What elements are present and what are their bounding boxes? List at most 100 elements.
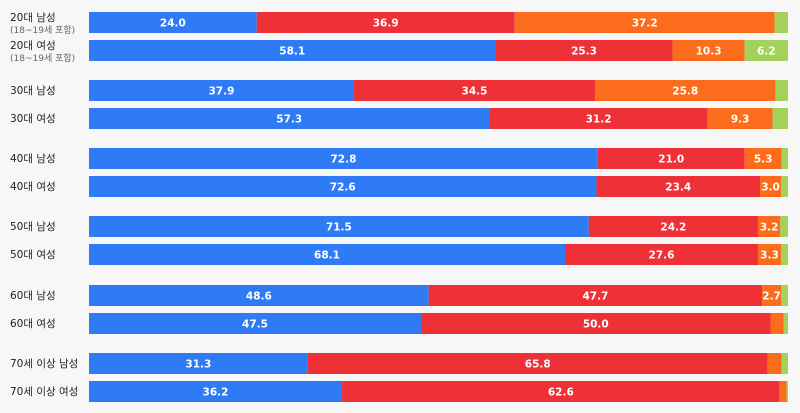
blue-segment	[89, 108, 490, 129]
value-label: 25.8	[672, 86, 698, 98]
value-label: 21.0	[658, 154, 684, 166]
blue-segment	[89, 176, 597, 197]
green-segment	[774, 12, 788, 33]
value-label: 37.9	[208, 86, 234, 98]
red-segment	[353, 80, 596, 101]
row-label: 20대 남성	[10, 12, 56, 24]
red-segment	[489, 108, 708, 129]
row-label: 70세 이상 남성	[10, 358, 78, 370]
green-segment	[744, 40, 788, 61]
green-segment	[781, 353, 788, 374]
row-label: 20대 여성	[10, 40, 56, 52]
value-label: 24.2	[660, 222, 686, 234]
red-segment	[256, 12, 515, 33]
blue-segment	[89, 313, 422, 334]
value-label: 31.3	[185, 359, 211, 371]
green-segment	[775, 80, 788, 101]
red-segment	[421, 313, 771, 334]
bar-row: 60대 남성 48.6 47.7 2.7	[10, 285, 788, 306]
red-segment	[495, 40, 673, 61]
row-sublabel: (18~19세 포함)	[10, 53, 75, 64]
row-label: 30대 여성	[10, 113, 56, 125]
orange-segment	[744, 148, 782, 169]
value-label: 3.0	[761, 182, 780, 194]
row-label: 60대 여성	[10, 318, 56, 330]
value-label: 50.0	[583, 319, 609, 331]
bar-row: 50대 여성 68.1 27.6 3.3	[10, 244, 788, 265]
orange-segment	[767, 353, 782, 374]
bar-row: 30대 남성 37.9 34.5 25.8	[10, 80, 788, 101]
row-label: 50대 남성	[10, 221, 56, 233]
bar-row: 20대 남성(18~19세 포함) 24.0 36.9 37.2	[10, 12, 788, 36]
bar-row: 30대 여성 57.3 31.2 9.3	[10, 108, 788, 129]
value-label: 24.0	[160, 18, 186, 30]
value-label: 23.4	[665, 182, 691, 194]
blue-segment	[89, 148, 598, 169]
value-label: 68.1	[314, 250, 340, 262]
orange-segment	[595, 80, 776, 101]
green-segment	[786, 381, 788, 402]
orange-segment	[757, 216, 781, 237]
row-label: 60대 남성	[10, 290, 56, 302]
row-label: 30대 남성	[10, 85, 56, 97]
value-label: 62.6	[548, 387, 574, 399]
red-segment	[428, 285, 763, 306]
green-segment	[781, 176, 788, 197]
value-label: 48.6	[246, 291, 272, 303]
orange-segment	[757, 244, 782, 265]
orange-segment	[779, 381, 787, 402]
value-label: 47.5	[242, 319, 268, 331]
orange-segment	[707, 108, 773, 129]
value-label: 9.3	[731, 114, 750, 126]
row-label: 40대 남성	[10, 153, 56, 165]
value-label: 31.2	[586, 114, 612, 126]
orange-segment	[514, 12, 775, 33]
value-label: 65.8	[525, 359, 551, 371]
value-label: 6.2	[757, 46, 776, 58]
blue-segment	[89, 80, 354, 101]
red-segment	[307, 353, 768, 374]
value-label: 72.8	[330, 154, 356, 166]
orange-segment	[672, 40, 745, 61]
blue-segment	[89, 216, 589, 237]
green-segment	[772, 108, 788, 129]
bar-row: 70세 이상 남성 31.3 65.8	[10, 353, 788, 374]
bar-row: 60대 여성 47.5 50.0	[10, 313, 788, 334]
value-label: 3.3	[760, 250, 779, 262]
blue-segment	[89, 285, 429, 306]
green-segment	[781, 285, 788, 306]
red-segment	[565, 244, 758, 265]
value-label: 71.5	[326, 222, 352, 234]
value-label: 47.7	[582, 291, 608, 303]
bar-row: 70세 이상 여성 36.2 62.6	[10, 381, 788, 402]
blue-segment	[89, 40, 496, 61]
red-segment	[342, 381, 780, 402]
bar-row: 50대 남성 71.5 24.2 3.2	[10, 216, 788, 237]
blue-segment	[89, 381, 343, 402]
bar-row: 40대 여성 72.6 23.4 3.0	[10, 176, 788, 197]
value-label: 36.9	[373, 18, 399, 30]
blue-segment	[89, 353, 308, 374]
orange-segment	[762, 285, 782, 306]
value-label: 25.3	[571, 46, 597, 58]
value-label: 58.1	[279, 46, 305, 58]
value-label: 36.2	[203, 387, 229, 399]
green-segment	[781, 148, 788, 169]
red-segment	[596, 176, 761, 197]
orange-segment	[760, 176, 782, 197]
value-label: 3.2	[760, 222, 779, 234]
value-label: 72.6	[330, 182, 356, 194]
blue-segment	[89, 244, 566, 265]
value-label: 37.2	[632, 18, 658, 30]
row-sublabel: (18~19세 포함)	[10, 25, 75, 36]
green-segment	[780, 216, 788, 237]
value-label: 5.3	[754, 154, 773, 166]
blue-segment	[89, 12, 257, 33]
orange-segment	[770, 313, 784, 334]
row-label: 70세 이상 여성	[10, 386, 78, 398]
red-segment	[588, 216, 758, 237]
green-segment	[781, 244, 788, 265]
red-segment	[597, 148, 745, 169]
value-label: 10.3	[696, 46, 722, 58]
